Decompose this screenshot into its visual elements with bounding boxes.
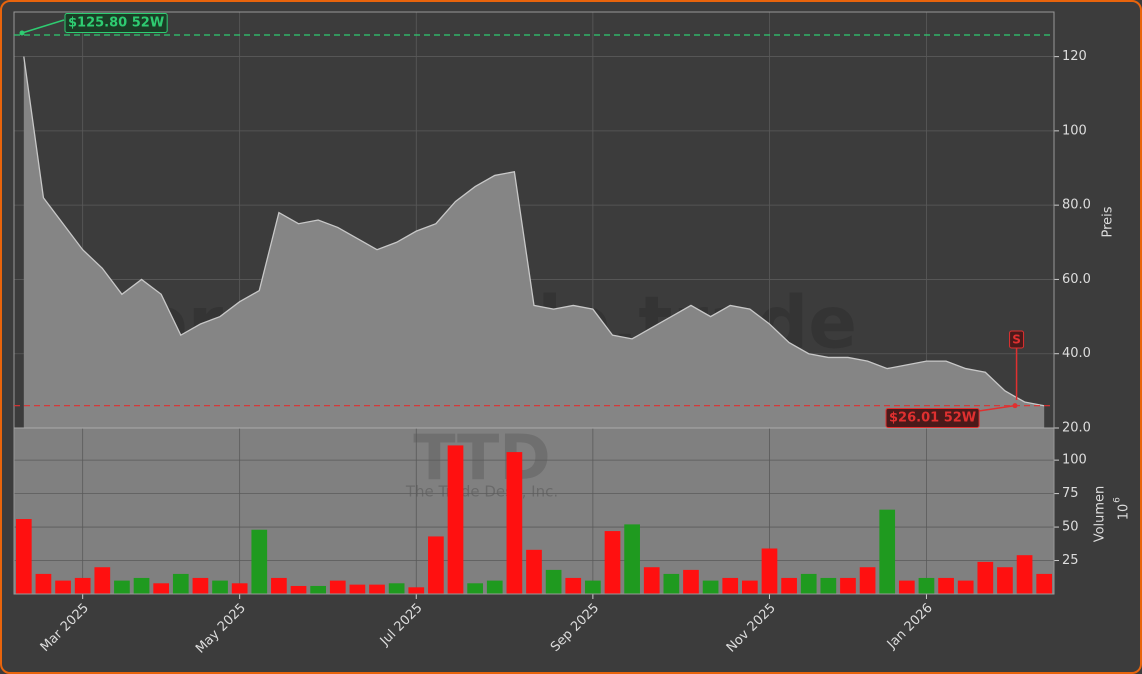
volume-bar <box>800 573 817 594</box>
volume-bar <box>859 567 876 594</box>
volume-bar <box>526 549 542 594</box>
volume-bar <box>663 573 680 594</box>
volume-bar <box>251 529 268 594</box>
volume-bar <box>35 573 52 594</box>
high-box <box>64 13 168 33</box>
volume-bar <box>74 577 91 594</box>
y-tick-label: 20.0 <box>1062 421 1091 436</box>
volume-bar <box>506 452 523 594</box>
volume-bar <box>172 573 189 594</box>
volume-bar <box>781 577 797 594</box>
volume-bar <box>369 584 385 594</box>
volume-bar <box>55 580 71 594</box>
y-tick-label: 75 <box>1062 486 1079 501</box>
signal-box <box>1009 330 1025 349</box>
y-tick-label: 100 <box>1062 453 1087 468</box>
volume-bar <box>898 580 915 594</box>
y-tick-label: 100 <box>1062 123 1087 138</box>
volume-bar <box>467 583 483 594</box>
volume-scale-exponent: 6 <box>1113 497 1123 503</box>
volume-bar <box>643 567 660 594</box>
volume-bar <box>977 561 994 594</box>
volume-bar <box>231 583 248 594</box>
volume-bar <box>957 580 974 594</box>
volume-bar <box>585 580 601 594</box>
x-tick-label: Nov 2025 <box>724 601 779 656</box>
x-tick-label: Jul 2025 <box>377 601 426 650</box>
low-arrow-head <box>1012 403 1018 409</box>
volume-bar <box>1016 555 1033 594</box>
y-tick-label: 25 <box>1062 553 1079 568</box>
volume-bar <box>94 567 111 594</box>
volume-bar <box>722 577 739 594</box>
volume-bar <box>15 519 32 594</box>
volume-bar <box>114 580 130 594</box>
volume-bar <box>840 577 856 594</box>
volume-bar <box>761 548 778 594</box>
high-arrow-head <box>19 30 25 36</box>
volume-bar <box>820 577 837 594</box>
volume-bar <box>192 577 209 594</box>
volume-axis-label: Volumen <box>1093 486 1108 543</box>
volume-bar <box>938 577 954 594</box>
volume-bar <box>133 577 150 594</box>
volume-bar <box>742 580 758 594</box>
volume-bar <box>702 580 719 594</box>
volume-bar <box>271 577 287 594</box>
low-box <box>885 408 980 428</box>
y-axis-label: Preis <box>1101 206 1116 237</box>
y-tick-label: 120 <box>1062 49 1087 64</box>
volume-bar <box>565 577 582 594</box>
y-tick-label: 80.0 <box>1062 198 1091 213</box>
y-tick-label: 60.0 <box>1062 272 1091 287</box>
y-tick-label: 40.0 <box>1062 346 1091 361</box>
volume-bar <box>329 580 346 594</box>
volume-bar <box>545 569 562 594</box>
volume-bar <box>447 445 464 594</box>
volume-bar <box>624 524 640 594</box>
x-tick-label: Jan 2026 <box>884 601 936 653</box>
volume-bar <box>486 580 503 594</box>
high-label: $125.80 52W <box>68 16 164 31</box>
volume-bar <box>879 509 896 594</box>
company: The Trade Desk, Inc. <box>405 483 558 501</box>
price-area <box>23 56 1045 428</box>
signal-label: S <box>1012 333 1021 347</box>
price-line <box>23 56 1045 407</box>
volume-bar <box>428 536 444 594</box>
volume-bar <box>212 580 228 594</box>
volume-bar <box>290 585 307 594</box>
volume-bar <box>918 577 935 594</box>
high-arrow <box>21 19 65 34</box>
x-tick-label: Sep 2025 <box>548 601 602 655</box>
low-label: $26.01 52W <box>889 411 976 426</box>
x-tick-label: May 2025 <box>193 601 249 657</box>
volume-bar <box>349 584 366 594</box>
volume-bar <box>1036 573 1053 594</box>
volume-bar <box>310 585 326 594</box>
symbol: TTD <box>413 421 550 494</box>
volume-bar <box>408 587 425 594</box>
volume-bar <box>153 583 170 594</box>
plot-frame <box>13 11 1055 595</box>
volume-bar <box>604 531 621 594</box>
volume-scale: 10 <box>1117 504 1132 521</box>
volume-bar <box>997 567 1013 594</box>
x-tick-label: Mar 2025 <box>38 601 92 655</box>
volume-bar <box>388 583 405 594</box>
y-tick-label: 50 <box>1062 520 1079 535</box>
volume-bar <box>683 569 699 594</box>
